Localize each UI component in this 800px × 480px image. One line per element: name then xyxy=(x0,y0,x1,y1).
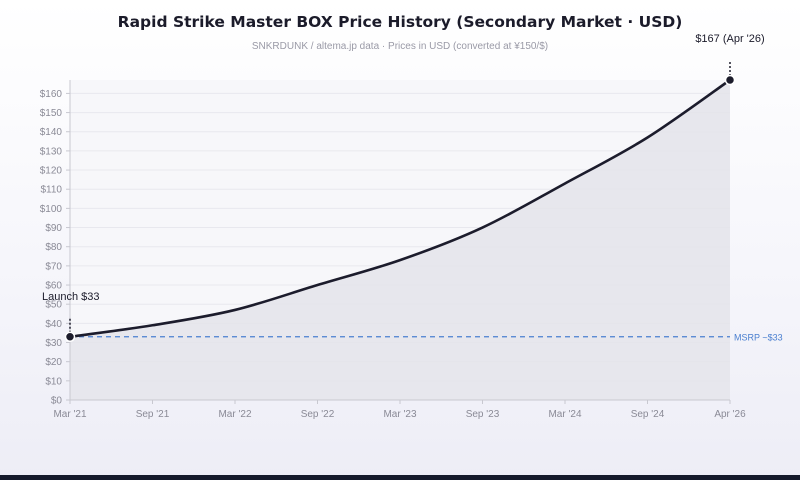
y-tick-label: $100 xyxy=(40,204,63,215)
y-tick-label: $40 xyxy=(45,319,62,330)
x-tick-label: Mar '24 xyxy=(548,409,581,420)
y-tick-label: $0 xyxy=(51,396,63,407)
y-tick-label: $130 xyxy=(40,146,63,157)
y-tick-label: $110 xyxy=(40,185,62,196)
x-tick-label: Sep '23 xyxy=(466,409,500,420)
y-tick-label: $140 xyxy=(40,127,63,138)
x-tick-label: Mar '21 xyxy=(53,409,86,420)
price-line xyxy=(68,78,732,339)
y-tick-label: $30 xyxy=(45,338,62,349)
msrp-label: MSRP ~$33 xyxy=(734,332,783,342)
x-tick-label: Sep '24 xyxy=(631,409,665,420)
y-tick-label: $160 xyxy=(40,89,63,100)
y-tick-label: $80 xyxy=(45,242,62,253)
x-tick-label: Mar '23 xyxy=(383,409,416,420)
y-tick-label: $50 xyxy=(45,300,62,311)
annotation-label: $167 (Apr '26) xyxy=(695,33,764,45)
x-tick-label: Apr '26 xyxy=(714,409,746,420)
y-tick-label: $90 xyxy=(45,223,62,234)
annotation-label: Launch $33 xyxy=(42,291,100,303)
x-tick-label: Sep '21 xyxy=(136,409,170,420)
x-tick-label: Mar '22 xyxy=(218,409,251,420)
y-tick-label: $150 xyxy=(40,108,63,119)
bottom-bar xyxy=(0,475,800,480)
area-fill xyxy=(70,80,730,400)
data-point xyxy=(64,331,76,343)
chart-title: Rapid Strike Master BOX Price History (S… xyxy=(117,13,683,31)
y-tick-label: $10 xyxy=(45,376,62,387)
y-tick-label: $60 xyxy=(45,281,62,292)
data-point xyxy=(724,74,736,86)
y-tick-label: $70 xyxy=(45,261,62,272)
y-tick-label: $120 xyxy=(40,166,63,177)
y-tick-label: $20 xyxy=(45,357,62,368)
chart-subtitle: SNKRDUNK / altema.jp data · Prices in US… xyxy=(251,41,549,52)
x-tick-label: Sep '22 xyxy=(301,409,335,420)
